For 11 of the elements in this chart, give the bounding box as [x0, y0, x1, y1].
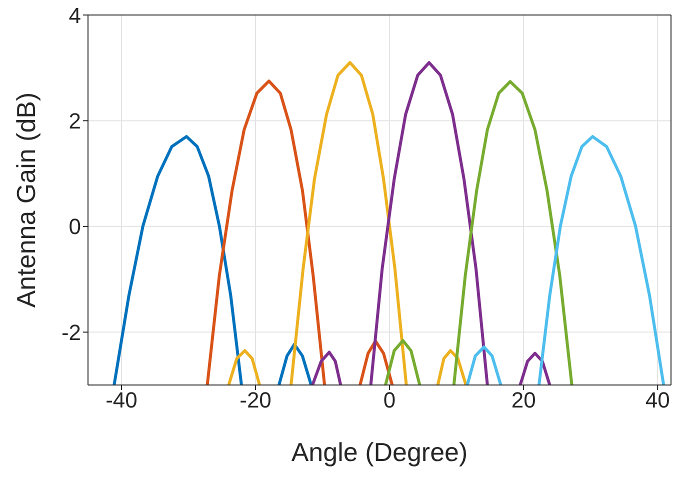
x-tick-label: -20 [240, 388, 272, 413]
x-tick-label: 0 [383, 388, 396, 413]
x-tick-label: -40 [106, 388, 138, 413]
x-tick-label: 20 [511, 388, 536, 413]
y-axis-title: Antenna Gain (dB) [11, 92, 42, 308]
y-tick-label: 2 [68, 108, 81, 134]
y-tick-label: 4 [68, 2, 81, 28]
x-tick-label: 40 [645, 388, 670, 413]
y-tick-label: 0 [68, 214, 81, 240]
x-axis-title: Angle (Degree) [291, 437, 468, 467]
y-tick-label: -2 [61, 320, 81, 345]
